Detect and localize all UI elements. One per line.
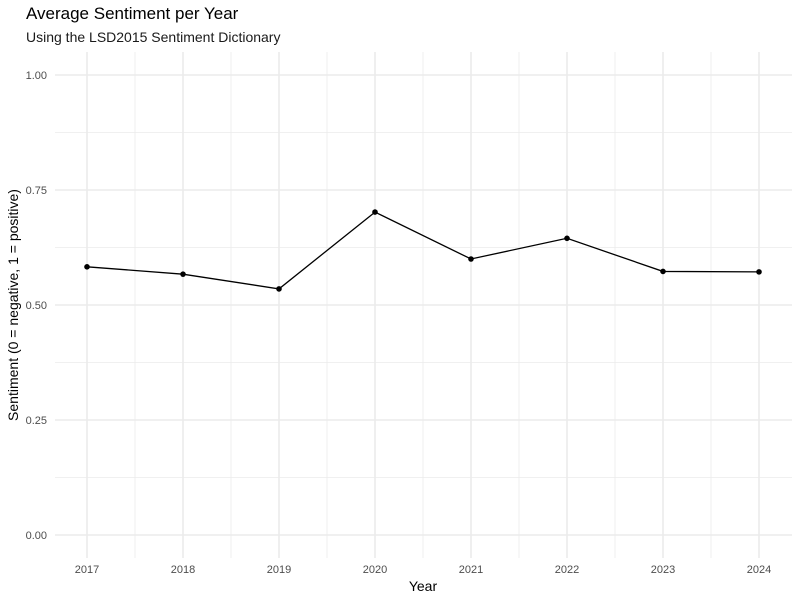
x-tick-label: 2017 xyxy=(75,564,99,576)
data-point xyxy=(276,286,282,292)
grid xyxy=(55,52,792,558)
x-tick-label: 2020 xyxy=(363,564,387,576)
x-axis-ticks: 2017 2018 2019 2020 2021 2022 2023 2024 xyxy=(75,564,771,576)
x-tick-label: 2022 xyxy=(555,564,579,576)
x-tick-label: 2018 xyxy=(171,564,195,576)
chart-subtitle: Using the LSD2015 Sentiment Dictionary xyxy=(26,29,281,45)
y-tick-label: 0.25 xyxy=(26,415,47,427)
x-axis-title: Year xyxy=(409,578,438,594)
y-axis-title: Sentiment (0 = negative, 1 = positive) xyxy=(5,189,21,421)
y-tick-label: 0.50 xyxy=(26,300,47,312)
data-point xyxy=(84,264,90,270)
y-axis-ticks: 0.00 0.25 0.50 0.75 1.00 xyxy=(26,70,47,542)
y-tick-label: 0.75 xyxy=(26,185,47,197)
y-tick-label: 0.00 xyxy=(26,530,47,542)
data-point xyxy=(468,256,474,262)
data-point xyxy=(372,209,378,215)
x-tick-label: 2024 xyxy=(747,564,771,576)
series-line xyxy=(86,211,760,290)
x-tick-label: 2023 xyxy=(651,564,675,576)
chart-title: Average Sentiment per Year xyxy=(26,4,239,23)
data-point xyxy=(756,269,762,275)
y-tick-label: 1.00 xyxy=(26,70,47,82)
data-point xyxy=(564,235,570,242)
series-layer xyxy=(84,209,762,292)
data-point xyxy=(180,271,186,277)
data-point xyxy=(660,268,666,275)
x-tick-label: 2021 xyxy=(459,564,483,576)
x-tick-label: 2019 xyxy=(267,564,291,576)
